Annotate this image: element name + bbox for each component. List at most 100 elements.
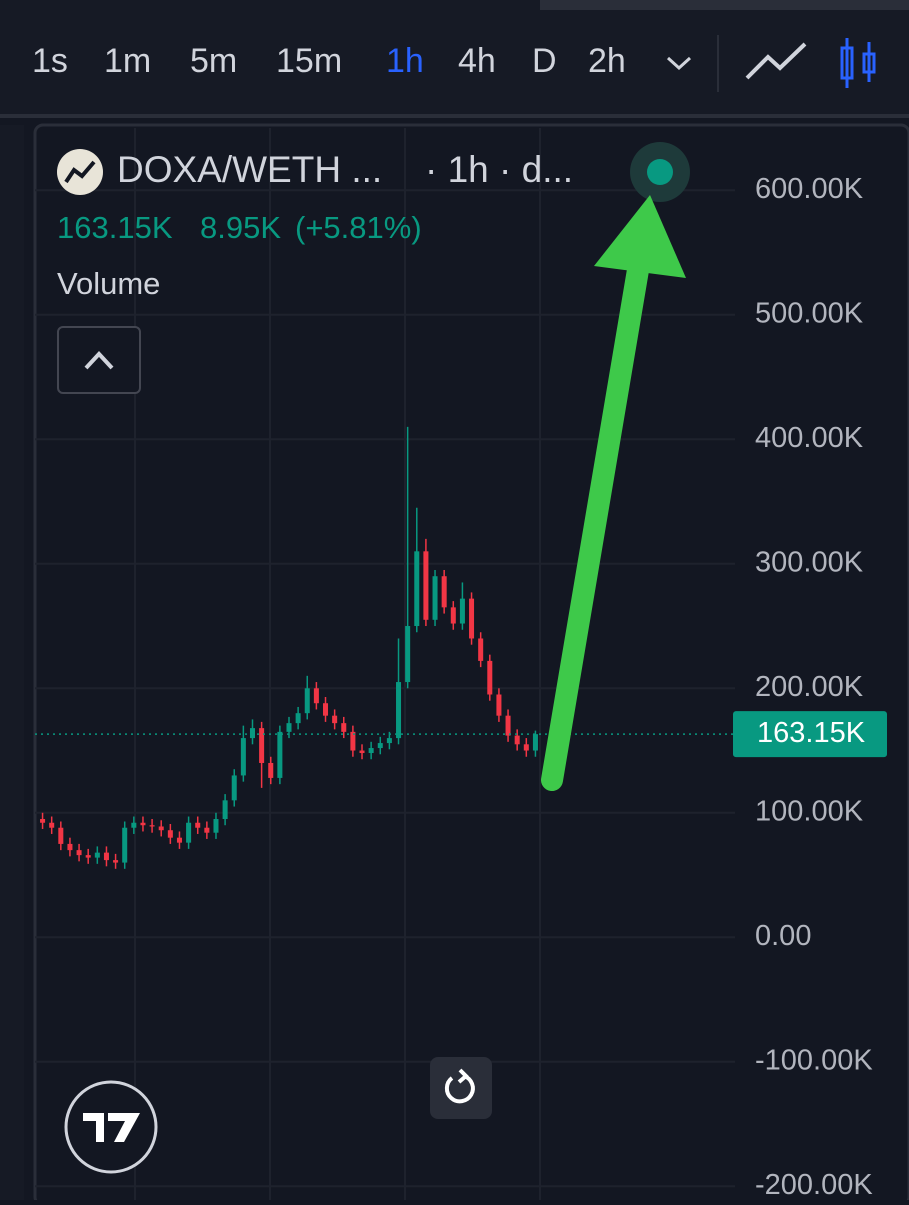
interval-button[interactable]: 4h (458, 42, 496, 80)
interval-button[interactable]: 1h (386, 42, 424, 80)
more-intervals[interactable] (666, 56, 692, 71)
candle-body (441, 576, 447, 608)
candle-body (113, 860, 119, 863)
candle-body (386, 738, 392, 744)
candle-body (414, 551, 420, 627)
candle-body (469, 598, 475, 639)
indicator-name: Volume (57, 266, 160, 301)
candle-body (240, 738, 246, 776)
tradingview-mark (83, 1113, 140, 1142)
candle-body (332, 715, 338, 724)
legend-change: 8.95K (200, 210, 281, 245)
legend-change-pct: (+5.81%) (295, 210, 422, 245)
candle-body (396, 682, 402, 739)
toolbar (0, 0, 909, 115)
candle-body (85, 855, 91, 858)
candle-body (49, 822, 55, 828)
candle-body (195, 822, 201, 828)
candle-body (259, 728, 265, 763)
candle-body (505, 715, 511, 736)
annotation-arrowhead (594, 195, 686, 278)
interval-button[interactable]: 15m (276, 42, 342, 80)
candle-body (122, 827, 128, 863)
status-dot (647, 159, 673, 185)
y-tick-label: 0.00 (755, 920, 811, 952)
y-tick-label: 600.00K (755, 173, 864, 205)
symbol-details: · 1h · d... (425, 149, 573, 190)
y-tick-label: 200.00K (755, 671, 864, 703)
candle-body (186, 822, 192, 843)
candle-body (67, 843, 73, 851)
y-tick-label: 100.00K (755, 795, 864, 827)
candle-body (359, 750, 365, 754)
candle-body (341, 723, 347, 732)
symbol-logo-mark (64, 160, 96, 184)
candle-body (268, 762, 274, 778)
chart-panel (33, 123, 909, 1205)
candle-body (167, 830, 173, 838)
collapse-button[interactable] (57, 326, 141, 394)
candle-body (478, 638, 484, 661)
candle-body (277, 731, 283, 778)
y-tick-label: -100.00K (755, 1044, 873, 1076)
candle-body (532, 734, 538, 751)
candle-body (350, 731, 356, 751)
reset-icon (444, 1074, 475, 1104)
symbol[interactable]: DOXA/WETH ... (117, 149, 382, 190)
candle-body (450, 607, 456, 624)
candle-body (304, 688, 310, 714)
annotation-arrow (541, 259, 649, 791)
y-tick-label: 300.00K (755, 546, 864, 578)
candle-body (76, 850, 82, 856)
candle-body (103, 852, 109, 861)
reset-icon-head (457, 1068, 469, 1084)
left-strip (0, 125, 24, 1200)
candle-body (94, 852, 100, 858)
candle-body (377, 743, 383, 749)
line-chart-button[interactable] (745, 42, 807, 80)
y-tick-label: 400.00K (755, 422, 864, 454)
tradingview-logo[interactable] (64, 1080, 158, 1174)
top-strip (540, 0, 909, 10)
y-tick-label: -200.00K (755, 1169, 873, 1200)
candle-body (222, 800, 228, 820)
candle-body (496, 694, 502, 716)
candle-body (368, 748, 374, 754)
reset-button[interactable] (430, 1057, 492, 1119)
interval-button[interactable]: 2h (588, 42, 626, 80)
candle-body (204, 827, 210, 833)
candle-body (131, 822, 137, 828)
candle-body (313, 688, 319, 704)
candle-body (249, 728, 256, 739)
candle-body (322, 703, 329, 716)
candle-body (58, 827, 64, 844)
candle-body (432, 576, 438, 620)
candle-body (514, 735, 520, 745)
y-tick-label: 500.00K (755, 297, 864, 329)
legend-price: 163.15K (57, 210, 173, 245)
interval-button[interactable]: D (532, 42, 557, 80)
candle-body (40, 819, 46, 823)
candle-body (149, 825, 155, 827)
candle-body (405, 626, 411, 683)
candle-body (213, 819, 219, 833)
candle-body (523, 744, 529, 751)
candle-body (459, 598, 465, 624)
interval-button[interactable]: 5m (190, 42, 237, 80)
last-price-tag (733, 711, 887, 758)
candle-chart-button[interactable] (840, 38, 876, 88)
collapse-icon (84, 351, 114, 370)
candle-body (423, 551, 429, 620)
candle-body (158, 826, 164, 831)
interval-button[interactable]: 1m (104, 42, 151, 80)
candle-body (487, 660, 493, 695)
candle-body (231, 775, 237, 801)
candle-body (295, 713, 301, 724)
candle-body (140, 822, 146, 826)
candle-body (286, 723, 292, 732)
last-price-label: 163.15K (757, 717, 866, 749)
interval-button[interactable]: 1s (32, 42, 68, 80)
candle-body (176, 837, 182, 843)
